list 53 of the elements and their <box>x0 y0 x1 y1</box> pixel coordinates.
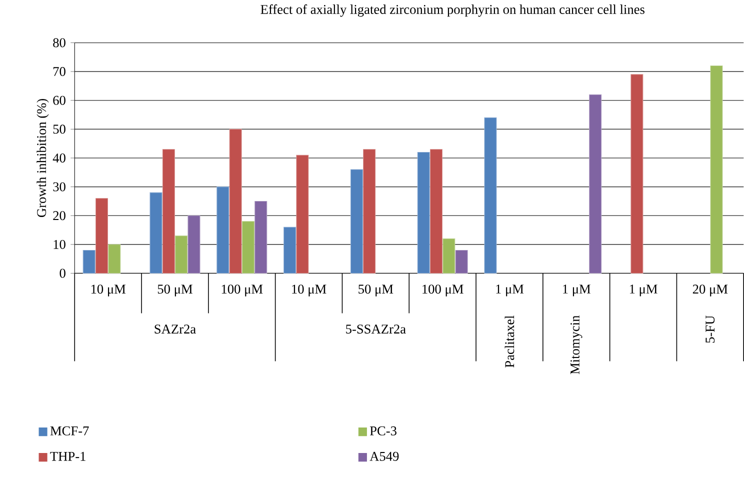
legend-label: PC-3 <box>370 426 396 436</box>
bar <box>95 198 108 274</box>
x-tick-label: 1 μM <box>563 284 590 296</box>
bar <box>188 215 200 274</box>
text: 5-SSAZr2a <box>346 324 406 334</box>
x-tick-label: 50 μM <box>158 284 192 296</box>
bar <box>216 186 230 274</box>
x-tick-label: 10 μM <box>91 284 126 296</box>
y-tick-label: 80 <box>53 38 66 47</box>
bar <box>82 250 96 274</box>
bar <box>710 65 723 274</box>
bar <box>589 94 602 274</box>
x-tick-label: 10 μM <box>292 284 326 296</box>
legend-label: A549 <box>370 452 399 461</box>
text: Mitomycin <box>570 315 582 374</box>
text: Paclitaxel <box>504 315 514 368</box>
bar <box>162 148 175 274</box>
bar <box>296 154 309 274</box>
bar <box>417 152 430 274</box>
y-axis-title: Growth inhibition (%) <box>36 98 49 217</box>
chart-title: Effect of axially ligated zirconium porphyrin on human cancer cell lines <box>260 4 644 16</box>
x-tick-label: 1 μM <box>630 284 658 296</box>
bar <box>242 220 254 274</box>
y-tick-label: 70 <box>53 66 66 76</box>
bar <box>484 117 497 274</box>
bar <box>175 235 188 274</box>
x-tick-label: 50 μM <box>358 284 394 296</box>
bar <box>455 250 468 274</box>
y-tick-label: 10 <box>54 240 66 249</box>
bar <box>350 169 363 274</box>
text: SAZr2a <box>154 324 196 334</box>
x-tick-label: 100 μM <box>222 284 263 296</box>
bar <box>284 226 296 274</box>
bar <box>630 74 644 274</box>
legend-label: MCF-7 <box>50 426 89 436</box>
text: 5-FU <box>706 315 715 342</box>
y-tick-label: 60 <box>53 96 66 105</box>
y-tick-label: 30 <box>53 182 66 192</box>
bar <box>442 238 456 274</box>
bar <box>229 128 242 274</box>
bar <box>150 192 162 274</box>
y-tick-label: 40 <box>52 153 66 162</box>
y-tick-label: 0 <box>60 268 66 278</box>
y-tick-label: 50 <box>53 124 66 134</box>
y-tick-label: 20 <box>53 210 66 220</box>
x-tick-label: 20 μM <box>692 284 728 296</box>
x-tick-label: 1 μM <box>496 284 524 296</box>
bar <box>108 244 121 274</box>
legend-label: THP-1 <box>50 452 86 460</box>
bar <box>430 148 443 274</box>
bar <box>254 200 268 274</box>
x-tick-label: 100 μM <box>422 284 464 296</box>
bar <box>363 148 376 274</box>
